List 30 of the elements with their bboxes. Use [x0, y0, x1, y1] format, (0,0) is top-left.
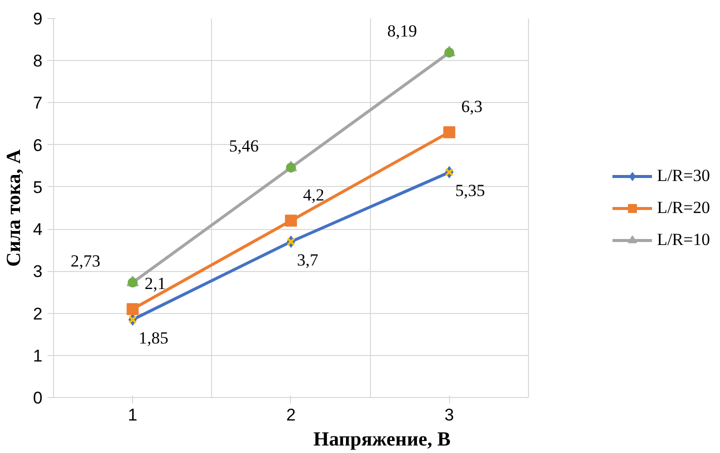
data-label: 4,2 [302, 186, 324, 205]
data-label: 8,19 [387, 22, 418, 41]
data-label: 6,3 [461, 97, 483, 116]
data-label: 2,73 [70, 252, 100, 271]
legend-label: L/R=10 [656, 230, 710, 250]
data-label: 1,85 [138, 328, 168, 348]
legend-label: L/R=20 [656, 198, 710, 218]
y-tick-label: 0 [33, 388, 43, 408]
x-tick-label: 2 [286, 406, 296, 424]
y-tick-label: 5 [33, 178, 43, 197]
point [443, 126, 456, 138]
data-label: 5,46 [228, 136, 259, 156]
y-tick-label: 1 [33, 346, 43, 366]
x-tick-label: 3 [444, 406, 454, 424]
y-axis-title: Сила тока, А [3, 148, 26, 267]
x-tick-label: 1 [128, 406, 138, 424]
data-label: 5,35 [455, 181, 486, 200]
y-tick-label: 6 [33, 136, 43, 155]
y-tick-label: 7 [33, 94, 43, 113]
point [126, 303, 139, 316]
y-tick-label: 8 [33, 52, 43, 71]
point [284, 214, 297, 227]
y-tick-label: 2 [33, 304, 43, 324]
legend-label: L/R=30 [656, 166, 710, 186]
x-axis-title: Напряжение, В [313, 428, 451, 450]
y-tick-label: 9 [33, 10, 43, 28]
data-label: 3,7 [296, 250, 319, 270]
y-tick-label: 4 [33, 220, 43, 240]
y-tick-label: 3 [33, 262, 43, 282]
data-label: 2,1 [144, 274, 166, 294]
